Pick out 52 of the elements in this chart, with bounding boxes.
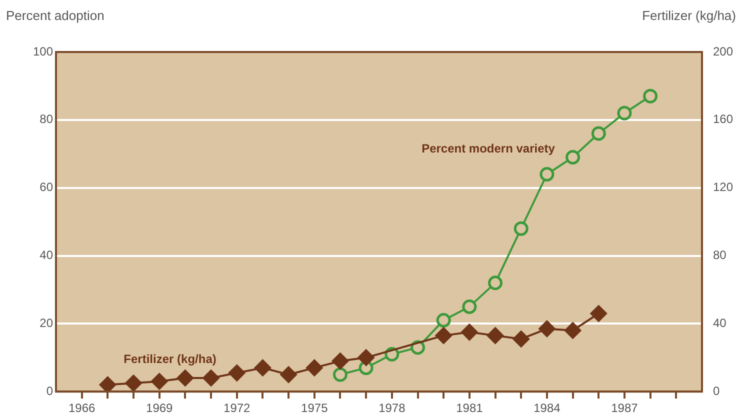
point xyxy=(617,106,632,120)
point xyxy=(254,360,271,376)
series-label: Fertilizer (kg/ha) xyxy=(124,352,216,366)
x-tick-label: 1981 xyxy=(456,401,484,416)
point xyxy=(202,370,220,386)
point xyxy=(436,313,451,328)
point xyxy=(151,373,168,390)
point xyxy=(280,366,297,383)
point xyxy=(332,352,348,370)
point xyxy=(487,327,504,344)
y2-tick-label: 160 xyxy=(713,112,734,126)
y-tick-label: 0 xyxy=(46,384,54,398)
x-tick-label: 1978 xyxy=(378,401,406,416)
point xyxy=(540,167,554,182)
y-tick-label: 60 xyxy=(40,180,54,194)
point xyxy=(228,364,246,382)
point xyxy=(332,367,348,382)
point xyxy=(514,221,528,236)
y-tick-label: 40 xyxy=(40,248,54,262)
y-axis-title: Percent adoption xyxy=(6,8,104,23)
point xyxy=(461,324,478,340)
x-tick-label: 1975 xyxy=(301,401,328,416)
y2-tick-label: 120 xyxy=(713,180,734,194)
point xyxy=(306,360,323,376)
point xyxy=(125,374,142,392)
y2-tick-label: 0 xyxy=(713,384,720,398)
x-tick-label: 1987 xyxy=(611,401,638,416)
y-tick-label: 100 xyxy=(32,44,54,58)
point xyxy=(512,330,530,348)
series-label: Percent modern variety xyxy=(422,141,556,156)
y-tick-label: 20 xyxy=(40,316,54,330)
y2-axis-title: Fertilizer (kg/ha) xyxy=(642,8,736,23)
point xyxy=(590,305,607,322)
y-tick-label: 80 xyxy=(40,112,54,126)
point xyxy=(564,322,582,339)
y2-tick-label: 40 xyxy=(713,316,727,330)
x-tick-label: 1969 xyxy=(146,401,174,416)
point xyxy=(643,88,658,104)
point xyxy=(462,299,477,314)
point xyxy=(566,150,580,165)
point xyxy=(435,327,452,344)
point xyxy=(538,320,556,338)
x-tick-label: 1984 xyxy=(534,401,561,416)
point xyxy=(176,370,194,386)
x-tick-label: 1972 xyxy=(224,401,251,416)
point xyxy=(99,376,116,392)
point xyxy=(591,126,606,141)
point xyxy=(488,276,503,290)
y2-tick-label: 80 xyxy=(713,248,727,262)
x-tick-label: 1966 xyxy=(68,401,96,416)
y2-tick-label: 200 xyxy=(713,44,734,58)
point xyxy=(358,349,374,366)
